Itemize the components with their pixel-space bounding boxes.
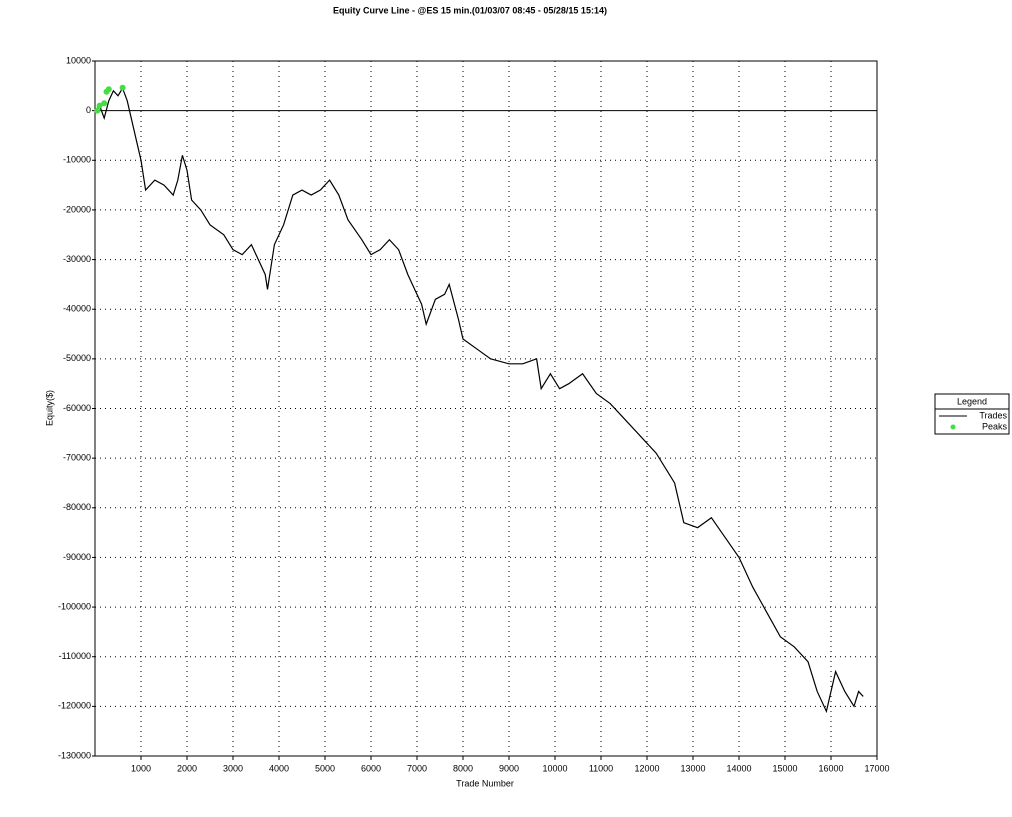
y-tick-label: -120000 <box>58 701 91 711</box>
peak-point <box>101 100 108 107</box>
x-tick-label: 8000 <box>453 763 473 773</box>
x-tick-label: 16000 <box>818 763 843 773</box>
y-tick-label: -80000 <box>63 502 91 512</box>
chart-title: Equity Curve Line - @ES 15 min.(01/03/07… <box>333 5 607 15</box>
y-tick-label: -130000 <box>58 750 91 760</box>
legend-box <box>934 393 1010 435</box>
x-tick-label: 14000 <box>726 763 751 773</box>
y-tick-label: -20000 <box>63 204 91 214</box>
y-tick-label: -30000 <box>63 254 91 264</box>
legend-swatch <box>950 424 956 430</box>
x-tick-label: 10000 <box>542 763 567 773</box>
x-tick-label: 17000 <box>864 763 889 773</box>
legend-label: Trades <box>979 410 1007 420</box>
x-tick-label: 4000 <box>269 763 289 773</box>
x-tick-label: 12000 <box>634 763 659 773</box>
legend-title: Legend <box>957 396 987 406</box>
peak-point <box>119 84 126 91</box>
x-tick-label: 15000 <box>772 763 797 773</box>
legend-label: Peaks <box>982 421 1008 431</box>
y-tick-label: -40000 <box>63 304 91 314</box>
x-tick-label: 7000 <box>407 763 427 773</box>
peak-point <box>94 107 101 114</box>
y-axis-label: Equity($) <box>44 390 54 426</box>
x-tick-label: 11000 <box>589 763 613 773</box>
y-tick-label: 0 <box>86 105 91 115</box>
x-tick-label: 13000 <box>680 763 705 773</box>
y-tick-label: -60000 <box>63 403 91 413</box>
y-tick-label: -100000 <box>58 601 91 611</box>
x-tick-label: 1000 <box>131 763 151 773</box>
y-tick-label: -110000 <box>59 651 91 661</box>
y-tick-label: -90000 <box>63 552 91 562</box>
x-tick-label: 6000 <box>361 763 381 773</box>
x-tick-label: 5000 <box>315 763 335 773</box>
y-tick-label: -70000 <box>63 453 91 463</box>
x-tick-label: 3000 <box>223 763 243 773</box>
x-tick-label: 2000 <box>177 763 197 773</box>
x-axis-label: Trade Number <box>456 778 514 788</box>
y-tick-label: -50000 <box>63 353 91 363</box>
peak-point <box>96 102 103 109</box>
y-tick-label: 10000 <box>66 55 91 65</box>
equity-line <box>94 86 864 714</box>
x-tick-label: 9000 <box>499 763 519 773</box>
y-tick-label: -10000 <box>63 155 91 165</box>
peak-point <box>105 86 112 93</box>
